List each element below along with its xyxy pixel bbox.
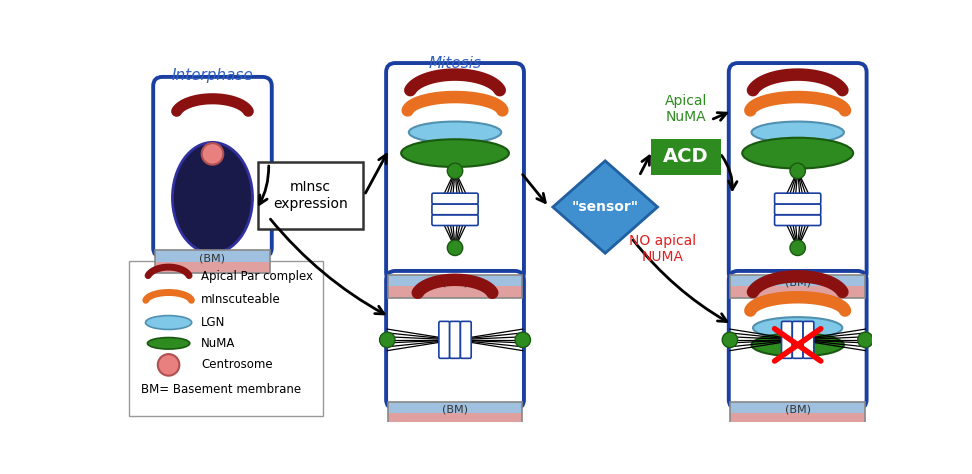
Text: Mitosis: Mitosis	[429, 55, 481, 71]
Bar	[388, 402, 522, 413]
Ellipse shape	[172, 142, 253, 253]
FancyBboxPatch shape	[792, 321, 803, 358]
Text: mInsc
expression: mInsc expression	[273, 181, 348, 210]
Bar	[388, 275, 522, 286]
Bar	[388, 402, 522, 425]
Ellipse shape	[401, 139, 509, 167]
FancyBboxPatch shape	[461, 321, 471, 358]
Ellipse shape	[751, 121, 844, 143]
Text: (BM): (BM)	[442, 405, 469, 415]
Circle shape	[447, 240, 463, 255]
Ellipse shape	[743, 138, 853, 169]
Text: BM= Basement membrane: BM= Basement membrane	[141, 383, 301, 396]
Ellipse shape	[753, 317, 843, 339]
FancyBboxPatch shape	[386, 271, 524, 409]
FancyBboxPatch shape	[765, 440, 830, 466]
FancyBboxPatch shape	[432, 204, 478, 215]
Text: "sensor": "sensor"	[572, 200, 639, 214]
Text: SCD: SCD	[437, 446, 472, 461]
Bar	[730, 402, 865, 425]
Text: NO apical
NUMA: NO apical NUMA	[629, 234, 697, 264]
Bar	[155, 250, 270, 273]
Ellipse shape	[751, 333, 844, 356]
Bar	[388, 275, 522, 298]
Text: (BM): (BM)	[199, 253, 226, 263]
Text: mInscuteable: mInscuteable	[201, 293, 281, 306]
Bar	[730, 413, 865, 425]
FancyBboxPatch shape	[775, 215, 820, 226]
Text: NuMA: NuMA	[201, 337, 235, 350]
Bar	[388, 413, 522, 425]
FancyBboxPatch shape	[258, 163, 363, 228]
Text: Centrosome: Centrosome	[201, 358, 272, 372]
FancyBboxPatch shape	[729, 271, 867, 409]
Text: (BM): (BM)	[784, 278, 811, 288]
Circle shape	[157, 354, 180, 376]
FancyBboxPatch shape	[432, 193, 478, 204]
Circle shape	[790, 163, 806, 179]
Bar	[155, 250, 270, 262]
Text: Apical
NuMA: Apical NuMA	[665, 94, 708, 124]
FancyBboxPatch shape	[781, 321, 792, 358]
Text: ACD: ACD	[663, 147, 709, 166]
FancyBboxPatch shape	[423, 440, 487, 466]
FancyBboxPatch shape	[775, 204, 820, 215]
Bar	[388, 286, 522, 298]
Text: LGN: LGN	[201, 316, 226, 329]
Bar	[730, 275, 865, 286]
Circle shape	[447, 163, 463, 179]
FancyBboxPatch shape	[450, 321, 461, 358]
FancyBboxPatch shape	[432, 215, 478, 226]
FancyBboxPatch shape	[729, 63, 867, 282]
Circle shape	[515, 332, 531, 347]
Bar	[730, 275, 865, 298]
Polygon shape	[553, 161, 657, 253]
Text: (BM): (BM)	[442, 278, 469, 288]
FancyBboxPatch shape	[651, 139, 720, 175]
Bar	[730, 402, 865, 413]
Circle shape	[857, 332, 873, 347]
FancyBboxPatch shape	[775, 193, 820, 204]
Text: (BM): (BM)	[784, 405, 811, 415]
Text: Apical Par complex: Apical Par complex	[201, 270, 313, 283]
Ellipse shape	[146, 316, 191, 329]
Bar	[155, 262, 270, 273]
Circle shape	[722, 332, 738, 347]
Circle shape	[380, 332, 395, 347]
FancyBboxPatch shape	[803, 321, 814, 358]
FancyBboxPatch shape	[154, 77, 272, 257]
Bar	[730, 286, 865, 298]
Ellipse shape	[409, 121, 502, 143]
FancyBboxPatch shape	[386, 63, 524, 282]
Circle shape	[202, 143, 224, 164]
FancyBboxPatch shape	[439, 321, 450, 358]
Circle shape	[790, 240, 806, 255]
FancyBboxPatch shape	[129, 261, 323, 417]
Text: SCD: SCD	[781, 446, 816, 461]
Ellipse shape	[148, 337, 190, 349]
Text: Interphase: Interphase	[172, 68, 254, 83]
